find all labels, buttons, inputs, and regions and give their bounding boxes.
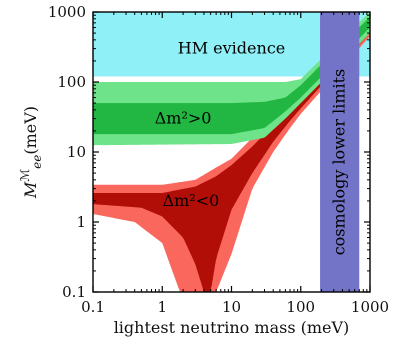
inverted-band-inner	[93, 16, 370, 135]
x-tick-label: 10	[222, 298, 241, 316]
y-tick-label: 1	[76, 213, 86, 231]
y-axis-label-sub: ee	[30, 155, 44, 169]
y-axis-label: Mℳee(meV)	[18, 106, 44, 199]
normal-band-outer	[93, 20, 370, 292]
x-tick-label: 100	[286, 298, 315, 316]
y-tick-label: 0.1	[62, 283, 86, 301]
y-tick-label: 100	[57, 73, 86, 91]
x-axis-label: lightest neutrino mass (meV)	[114, 318, 350, 337]
x-tick-label: 0.1	[81, 298, 105, 316]
x-tick-label: 1000	[351, 298, 389, 316]
region-labels: HM evidence Δm²>0 Δm²<0 cosmology lower …	[155, 39, 349, 256]
cosmology-label: cosmology lower limits	[330, 69, 349, 256]
inverted-band-label: Δm²>0	[155, 109, 212, 128]
hm-evidence-label: HM evidence	[178, 39, 286, 58]
y-axis-label-main: M	[21, 181, 40, 199]
cosmology-region	[320, 12, 360, 292]
axis-ticks: 0.1 1 10 100 1000 0.1 1 10 100 1000	[48, 3, 389, 316]
y-tick-label: 1000	[48, 3, 86, 21]
x-tick-label: 1	[157, 298, 167, 316]
y-axis-label-sup: ℳ	[18, 169, 32, 182]
axis-labels: lightest neutrino mass (meV) Mℳee(meV)	[18, 106, 349, 337]
y-axis-label-unit: (meV)	[21, 106, 40, 155]
y-tick-label: 10	[67, 143, 86, 161]
normal-band-label: Δm²<0	[163, 191, 220, 210]
